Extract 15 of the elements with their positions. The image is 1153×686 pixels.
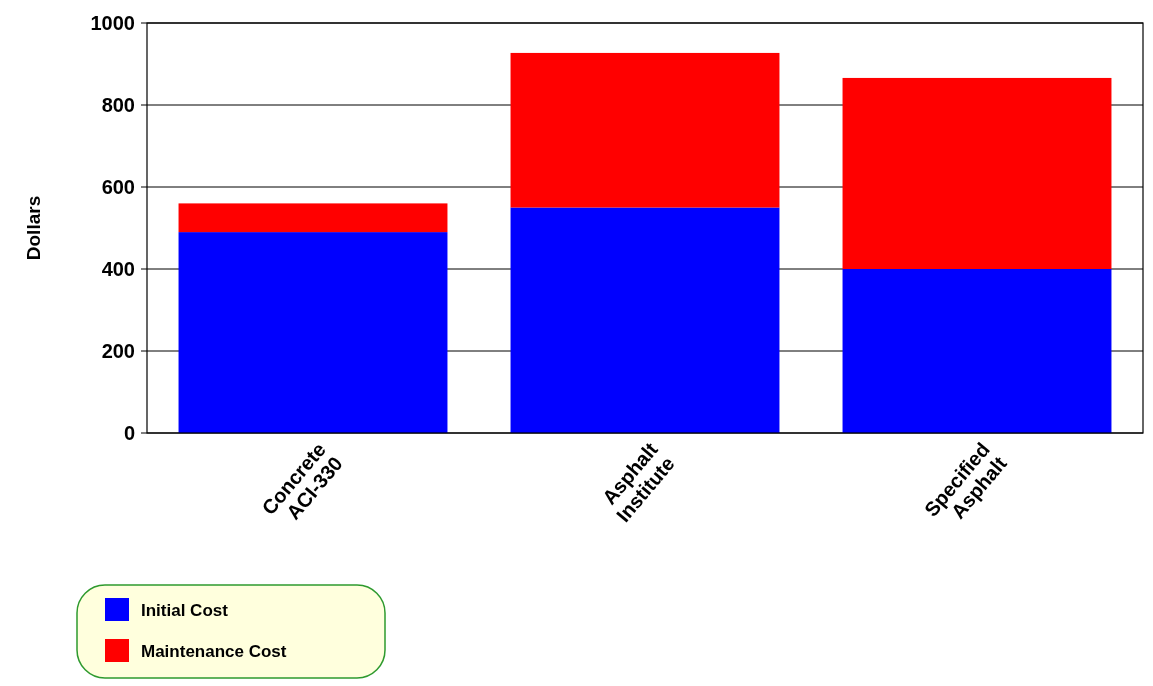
legend-label: Maintenance Cost	[141, 641, 287, 661]
y-tick-label: 1000	[90, 12, 135, 34]
bar	[178, 203, 448, 233]
y-tick-label: 200	[101, 340, 135, 362]
bar	[510, 52, 780, 208]
y-tick-label: 0	[123, 422, 135, 444]
bar	[842, 77, 1112, 269]
legend-label: Initial Cost	[141, 600, 229, 620]
y-tick-label: 600	[101, 176, 135, 198]
y-tick-label: 800	[101, 94, 135, 116]
y-axis-title: Dollars	[23, 195, 44, 261]
y-tick-label: 400	[101, 258, 135, 280]
bar	[510, 207, 780, 433]
bar	[178, 232, 448, 433]
bar	[842, 269, 1112, 433]
